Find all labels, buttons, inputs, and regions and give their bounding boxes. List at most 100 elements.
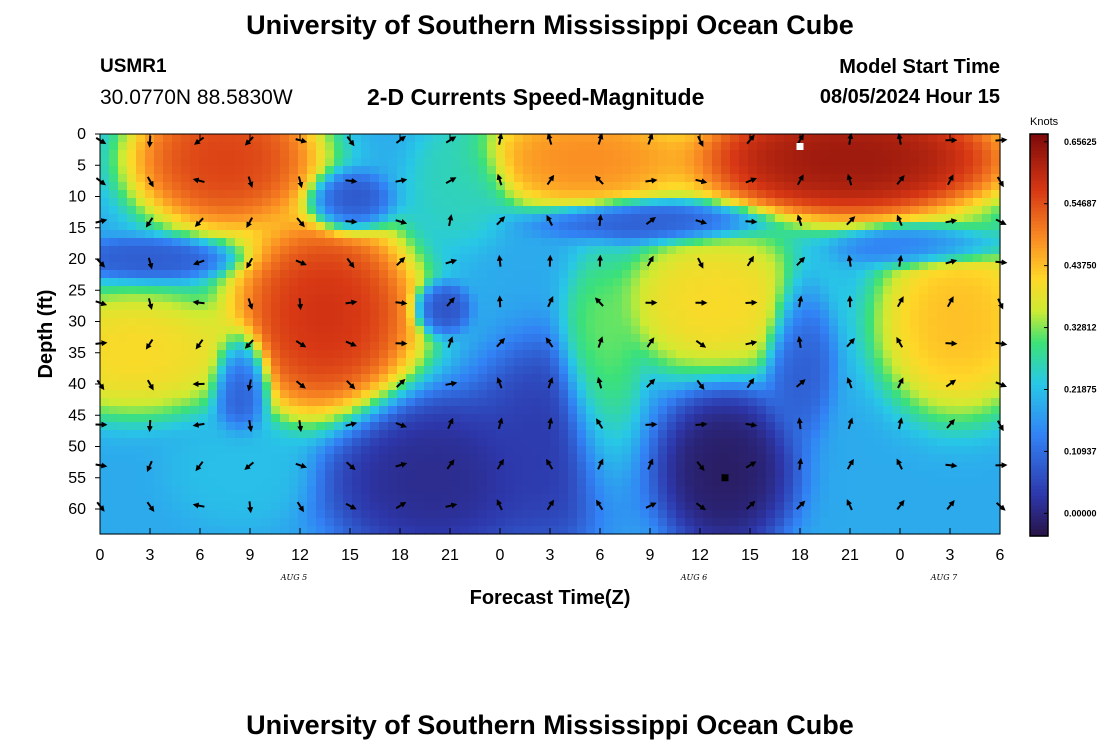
- heatmap-cell: [208, 134, 218, 143]
- heatmap-cell: [865, 222, 875, 231]
- heatmap-cell: [199, 486, 209, 495]
- heatmap-cell: [883, 526, 893, 535]
- heatmap-cell: [586, 142, 596, 151]
- heatmap-cell: [361, 150, 371, 159]
- heatmap-cell: [325, 478, 335, 487]
- heatmap-cell: [838, 190, 848, 199]
- heatmap-cell: [325, 134, 335, 143]
- heatmap-cell: [964, 238, 974, 247]
- heatmap-cell: [856, 230, 866, 239]
- heatmap-cell: [532, 222, 542, 231]
- heatmap-cell: [334, 134, 344, 143]
- heatmap-cell: [532, 510, 542, 519]
- heatmap-cell: [955, 134, 965, 143]
- heatmap-cell: [739, 150, 749, 159]
- heatmap-cell: [937, 286, 947, 295]
- heatmap-cell: [424, 190, 434, 199]
- heatmap-cell: [217, 222, 227, 231]
- heatmap-cell: [145, 446, 155, 455]
- heatmap-cell: [343, 406, 353, 415]
- heatmap-cell: [118, 262, 128, 271]
- heatmap-cell: [487, 526, 497, 535]
- heatmap-cell: [937, 150, 947, 159]
- heatmap-cell: [388, 510, 398, 519]
- heatmap-cell: [478, 446, 488, 455]
- heatmap-cell: [118, 486, 128, 495]
- heatmap-cell: [271, 518, 281, 527]
- heatmap-cell: [181, 430, 191, 439]
- heatmap-cell: [217, 342, 227, 351]
- heatmap-cell: [649, 414, 659, 423]
- heatmap-cell: [550, 438, 560, 447]
- heatmap-cell: [262, 430, 272, 439]
- heatmap-cell: [559, 142, 569, 151]
- heatmap-cell: [136, 278, 146, 287]
- heatmap-cell: [811, 390, 821, 399]
- heatmap-cell: [595, 238, 605, 247]
- heatmap-cell: [757, 278, 767, 287]
- heatmap-cell: [829, 206, 839, 215]
- heatmap-cell: [676, 334, 686, 343]
- heatmap-cell: [442, 422, 452, 431]
- heatmap-cell: [397, 310, 407, 319]
- heatmap-cell: [649, 478, 659, 487]
- heatmap-cell: [856, 526, 866, 535]
- heatmap-cell: [154, 222, 164, 231]
- heatmap-cell: [622, 254, 632, 263]
- heatmap-cell: [280, 366, 290, 375]
- heatmap-cell: [460, 142, 470, 151]
- heatmap-cell: [883, 358, 893, 367]
- heatmap-cell: [262, 270, 272, 279]
- heatmap-cell: [208, 254, 218, 263]
- heatmap-cell: [244, 430, 254, 439]
- heatmap-cell: [325, 270, 335, 279]
- heatmap-cell: [262, 222, 272, 231]
- heatmap-cell: [370, 158, 380, 167]
- heatmap-cell: [496, 278, 506, 287]
- heatmap-cell: [793, 174, 803, 183]
- heatmap-cell: [856, 270, 866, 279]
- heatmap-cell: [334, 206, 344, 215]
- heatmap-cell: [199, 150, 209, 159]
- heatmap-cell: [928, 478, 938, 487]
- heatmap-cell: [910, 222, 920, 231]
- heatmap-cell: [640, 206, 650, 215]
- heatmap-cell: [604, 374, 614, 383]
- heatmap-cell: [541, 406, 551, 415]
- heatmap-cell: [973, 134, 983, 143]
- heatmap-cell: [208, 366, 218, 375]
- heatmap-cell: [613, 422, 623, 431]
- heatmap-cell: [640, 230, 650, 239]
- heatmap-cell: [388, 342, 398, 351]
- heatmap-cell: [631, 230, 641, 239]
- heatmap-cell: [586, 406, 596, 415]
- heatmap-cell: [487, 510, 497, 519]
- heatmap-cell: [910, 230, 920, 239]
- heatmap-cell: [514, 398, 524, 407]
- heatmap-cell: [559, 150, 569, 159]
- heatmap-cell: [964, 398, 974, 407]
- heatmap-cell: [676, 286, 686, 295]
- heatmap-cell: [244, 510, 254, 519]
- heatmap-cell: [676, 158, 686, 167]
- heatmap-cell: [505, 182, 515, 191]
- heatmap-cell: [163, 262, 173, 271]
- heatmap-cell: [208, 422, 218, 431]
- heatmap-cell: [253, 494, 263, 503]
- heatmap-cell: [541, 206, 551, 215]
- heatmap-cell: [586, 294, 596, 303]
- heatmap-cell: [172, 438, 182, 447]
- heatmap-cell: [649, 190, 659, 199]
- heatmap-cell: [370, 526, 380, 535]
- heatmap-cell: [325, 486, 335, 495]
- heatmap-cell: [676, 278, 686, 287]
- heatmap-cell: [487, 462, 497, 471]
- heatmap-cell: [838, 366, 848, 375]
- heatmap-cell: [901, 446, 911, 455]
- heatmap-cell: [703, 174, 713, 183]
- heatmap-cell: [757, 350, 767, 359]
- heatmap-cell: [982, 326, 992, 335]
- heatmap-cell: [712, 190, 722, 199]
- heatmap-cell: [856, 374, 866, 383]
- heatmap-cell: [127, 318, 137, 327]
